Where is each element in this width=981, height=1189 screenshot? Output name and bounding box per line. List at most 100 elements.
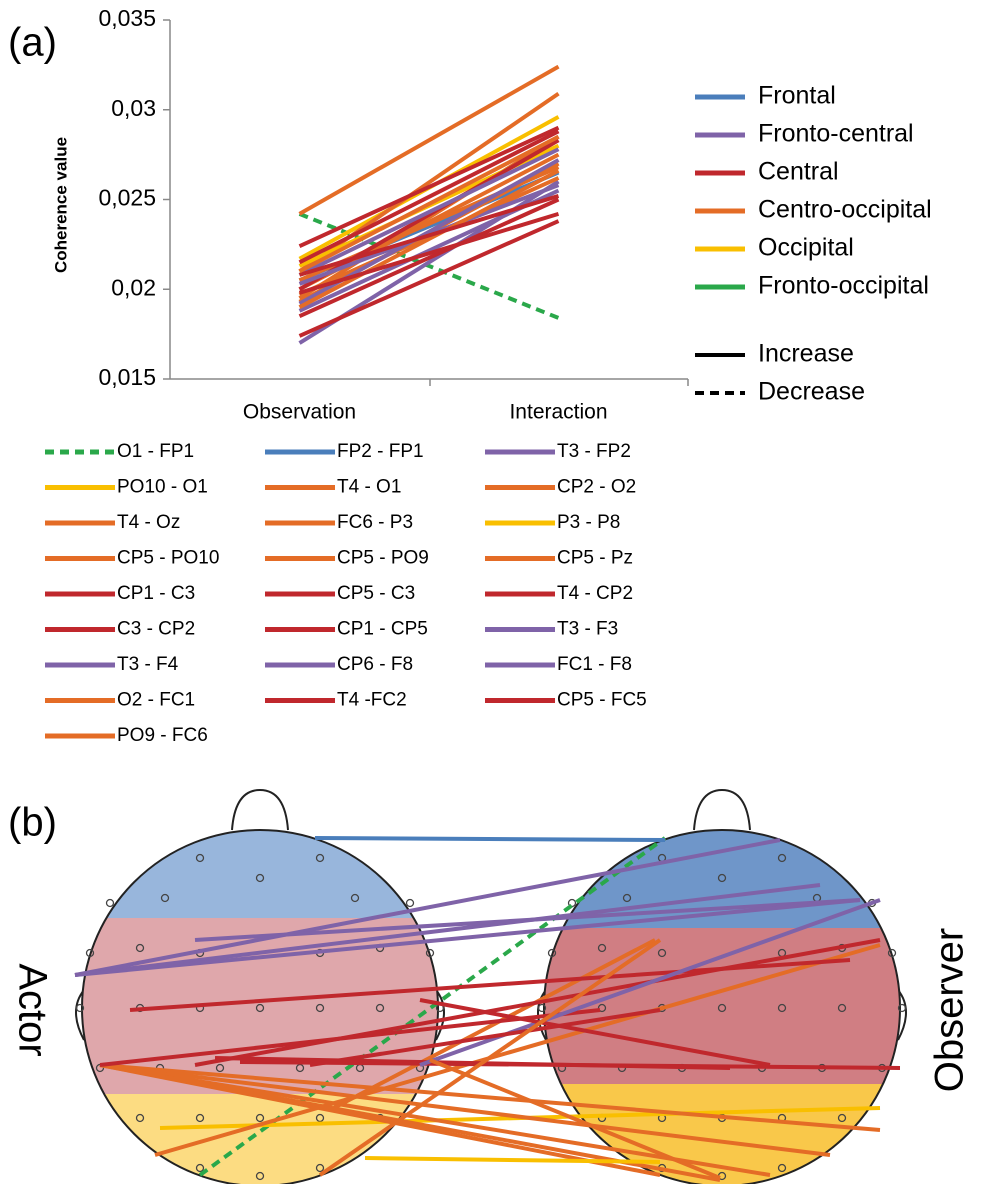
legend-label: T4 - Oz bbox=[117, 512, 180, 533]
connection bbox=[194, 938, 881, 1067]
x-tick-label: Interaction bbox=[509, 401, 607, 424]
legend-label: C3 - CP2 bbox=[117, 619, 195, 640]
electrode bbox=[777, 1003, 787, 1013]
legend-label: Frontal bbox=[758, 82, 836, 110]
nose bbox=[231, 788, 289, 831]
electrode bbox=[405, 898, 415, 908]
electrode bbox=[195, 1163, 205, 1173]
y-tick-label: 0,035 bbox=[98, 5, 156, 31]
y-tick-label: 0,02 bbox=[111, 274, 156, 300]
electrode bbox=[897, 1003, 907, 1013]
electrodes bbox=[75, 853, 907, 1181]
electrode bbox=[777, 1163, 787, 1173]
legend-label: O1 - FP1 bbox=[117, 441, 194, 462]
series-line bbox=[298, 193, 560, 277]
legend-label: CP5 - Pz bbox=[557, 548, 633, 569]
connection bbox=[314, 836, 666, 842]
connection bbox=[99, 1063, 831, 1157]
legend-label: Occipital bbox=[758, 234, 854, 262]
electrode bbox=[350, 893, 360, 903]
connection bbox=[318, 938, 662, 1177]
panel-label: (a) bbox=[8, 21, 57, 65]
legend-label: CP5 - PO9 bbox=[337, 548, 429, 569]
series-line bbox=[298, 134, 560, 274]
electrode bbox=[837, 1003, 847, 1013]
electrode bbox=[837, 1113, 847, 1123]
connection bbox=[99, 1063, 771, 1177]
connection bbox=[429, 1058, 721, 1180]
connection bbox=[194, 898, 861, 942]
electrode bbox=[160, 893, 170, 903]
series-line bbox=[298, 212, 560, 320]
connection bbox=[309, 1008, 661, 1067]
series-line bbox=[298, 138, 560, 291]
panel-label: (b) bbox=[8, 801, 57, 845]
actor-label: Actor bbox=[10, 963, 54, 1056]
legend-label: T3 - F3 bbox=[557, 619, 618, 640]
electrode bbox=[255, 873, 265, 883]
legend-label: O2 - FC1 bbox=[117, 690, 195, 711]
electrode bbox=[777, 853, 787, 863]
connection bbox=[239, 1060, 901, 1070]
legend-label: FP2 - FP1 bbox=[337, 441, 424, 462]
legend-label: T4 - CP2 bbox=[557, 583, 633, 604]
electrode bbox=[315, 1003, 325, 1013]
electrode bbox=[85, 948, 95, 958]
connection bbox=[154, 943, 881, 1157]
electrode bbox=[887, 948, 897, 958]
electrode bbox=[622, 893, 632, 903]
electrode bbox=[547, 948, 557, 958]
legend-label: CP1 - C3 bbox=[117, 583, 195, 604]
y-tick-label: 0,03 bbox=[111, 95, 156, 121]
series-line bbox=[298, 125, 560, 248]
series-line bbox=[298, 64, 560, 216]
legend-label: T3 - FP2 bbox=[557, 441, 631, 462]
legend-label: PO10 - O1 bbox=[117, 477, 208, 498]
legend-label: T3 - F4 bbox=[117, 654, 179, 675]
legend-label: CP6 - F8 bbox=[337, 654, 413, 675]
electrode bbox=[597, 1003, 607, 1013]
x-tick-label: Observation bbox=[243, 401, 356, 424]
legend-label: Decrease bbox=[758, 378, 865, 406]
electrode bbox=[315, 1113, 325, 1123]
electrode bbox=[315, 1163, 325, 1173]
electrode bbox=[375, 1003, 385, 1013]
electrode bbox=[255, 1113, 265, 1123]
series-line bbox=[298, 129, 560, 265]
legend-label: CP2 - O2 bbox=[557, 477, 636, 498]
legend-label: PO9 - FC6 bbox=[117, 725, 208, 746]
legend-label: CP5 - C3 bbox=[337, 583, 415, 604]
legend-label: FC6 - P3 bbox=[337, 512, 413, 533]
electrode bbox=[135, 1113, 145, 1123]
series-line bbox=[298, 169, 560, 309]
electrode bbox=[255, 1171, 265, 1181]
y-tick-label: 0,025 bbox=[98, 185, 156, 211]
electrode bbox=[105, 898, 115, 908]
electrode bbox=[537, 1003, 547, 1013]
y-axis-label: Coherence value bbox=[51, 137, 70, 273]
legend-label: T4 - O1 bbox=[337, 477, 401, 498]
connections bbox=[74, 836, 901, 1182]
electrode bbox=[315, 853, 325, 863]
electrode bbox=[597, 943, 607, 953]
series-line bbox=[298, 219, 560, 338]
series-line bbox=[298, 147, 560, 277]
electrode bbox=[717, 873, 727, 883]
legend-label: Increase bbox=[758, 340, 854, 368]
electrode bbox=[425, 948, 435, 958]
connection bbox=[74, 883, 821, 977]
occipital-region bbox=[82, 1094, 438, 1186]
observer-label: Observer bbox=[928, 928, 972, 1093]
legend-label: Fronto-occipital bbox=[758, 272, 929, 300]
electrode bbox=[657, 948, 667, 958]
legend-label: Central bbox=[758, 158, 839, 186]
electrode bbox=[195, 1113, 205, 1123]
nose bbox=[693, 788, 751, 831]
connection bbox=[74, 838, 781, 977]
connection bbox=[74, 898, 861, 977]
connection bbox=[99, 1063, 881, 1132]
electrode bbox=[195, 853, 205, 863]
legend-label: CP5 - FC5 bbox=[557, 690, 647, 711]
electrode bbox=[215, 1063, 225, 1073]
